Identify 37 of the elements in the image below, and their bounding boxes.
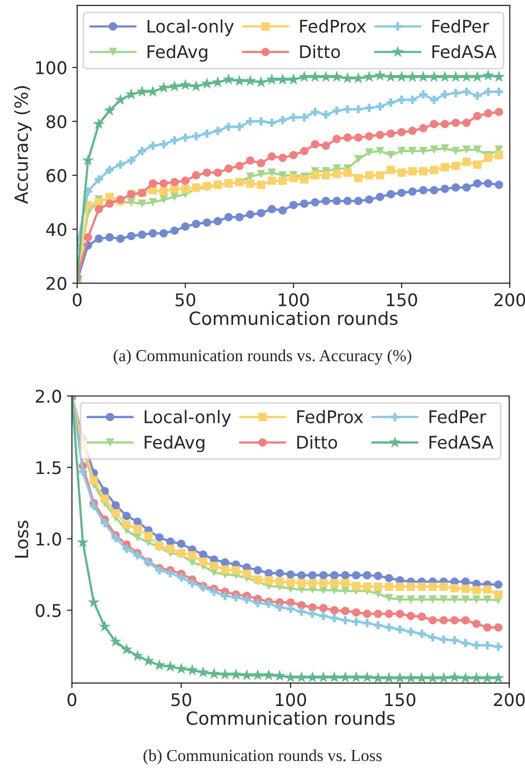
y-axis-title: Accuracy (%)	[14, 86, 32, 204]
legend-label: FedProx	[297, 410, 364, 424]
x-tick-label: 100	[276, 693, 306, 706]
y-tick-label: 1.5	[36, 461, 61, 474]
x-tick-label: 50	[172, 693, 192, 706]
x-tick-label: 100	[278, 293, 309, 306]
x-axis-title: Communication rounds	[186, 710, 395, 725]
legend-label: Ditto	[300, 44, 340, 58]
y-tick-label: 40	[46, 222, 66, 236]
x-tick-label: 50	[176, 293, 196, 306]
legend-label: FedASA	[430, 435, 494, 449]
legend-label: FedProx	[300, 19, 366, 33]
x-axis-title: Communication rounds	[190, 311, 398, 326]
x-tick-label: 200	[494, 293, 525, 306]
x-tick-label: 150	[385, 693, 416, 706]
x-tick-label: 0	[72, 293, 82, 306]
legend-label: FedASA	[432, 44, 496, 58]
y-tick-label: 100	[36, 61, 66, 74]
legend-label: Local-only	[148, 19, 234, 36]
x-tick-label: 200	[494, 693, 525, 706]
legend-label: Local-only	[144, 410, 231, 427]
legend-label: FedAvg	[144, 435, 204, 452]
y-tick-label: 60	[46, 169, 66, 182]
x-tick-label: 150	[386, 293, 418, 306]
y-tick-label: 2.0	[36, 390, 62, 403]
legend-label: Ditto	[297, 435, 338, 449]
text: (a) Communication rounds vs. Accuracy (%)	[114, 350, 412, 365]
x-tick-label: 0	[68, 693, 76, 706]
text: (b) Communication rounds vs. Loss	[144, 749, 382, 765]
y-tick-label: 1.0	[36, 532, 62, 546]
legend-label: FedAvg	[148, 44, 208, 62]
y-axis-title: Loss	[14, 520, 28, 558]
y-tick-label: 20	[46, 276, 66, 290]
y-tick-label: 80	[46, 115, 66, 128]
legend-label: FedPer	[430, 410, 486, 424]
legend-label: FedPer	[432, 19, 490, 33]
y-tick-label: 0.5	[36, 604, 61, 618]
